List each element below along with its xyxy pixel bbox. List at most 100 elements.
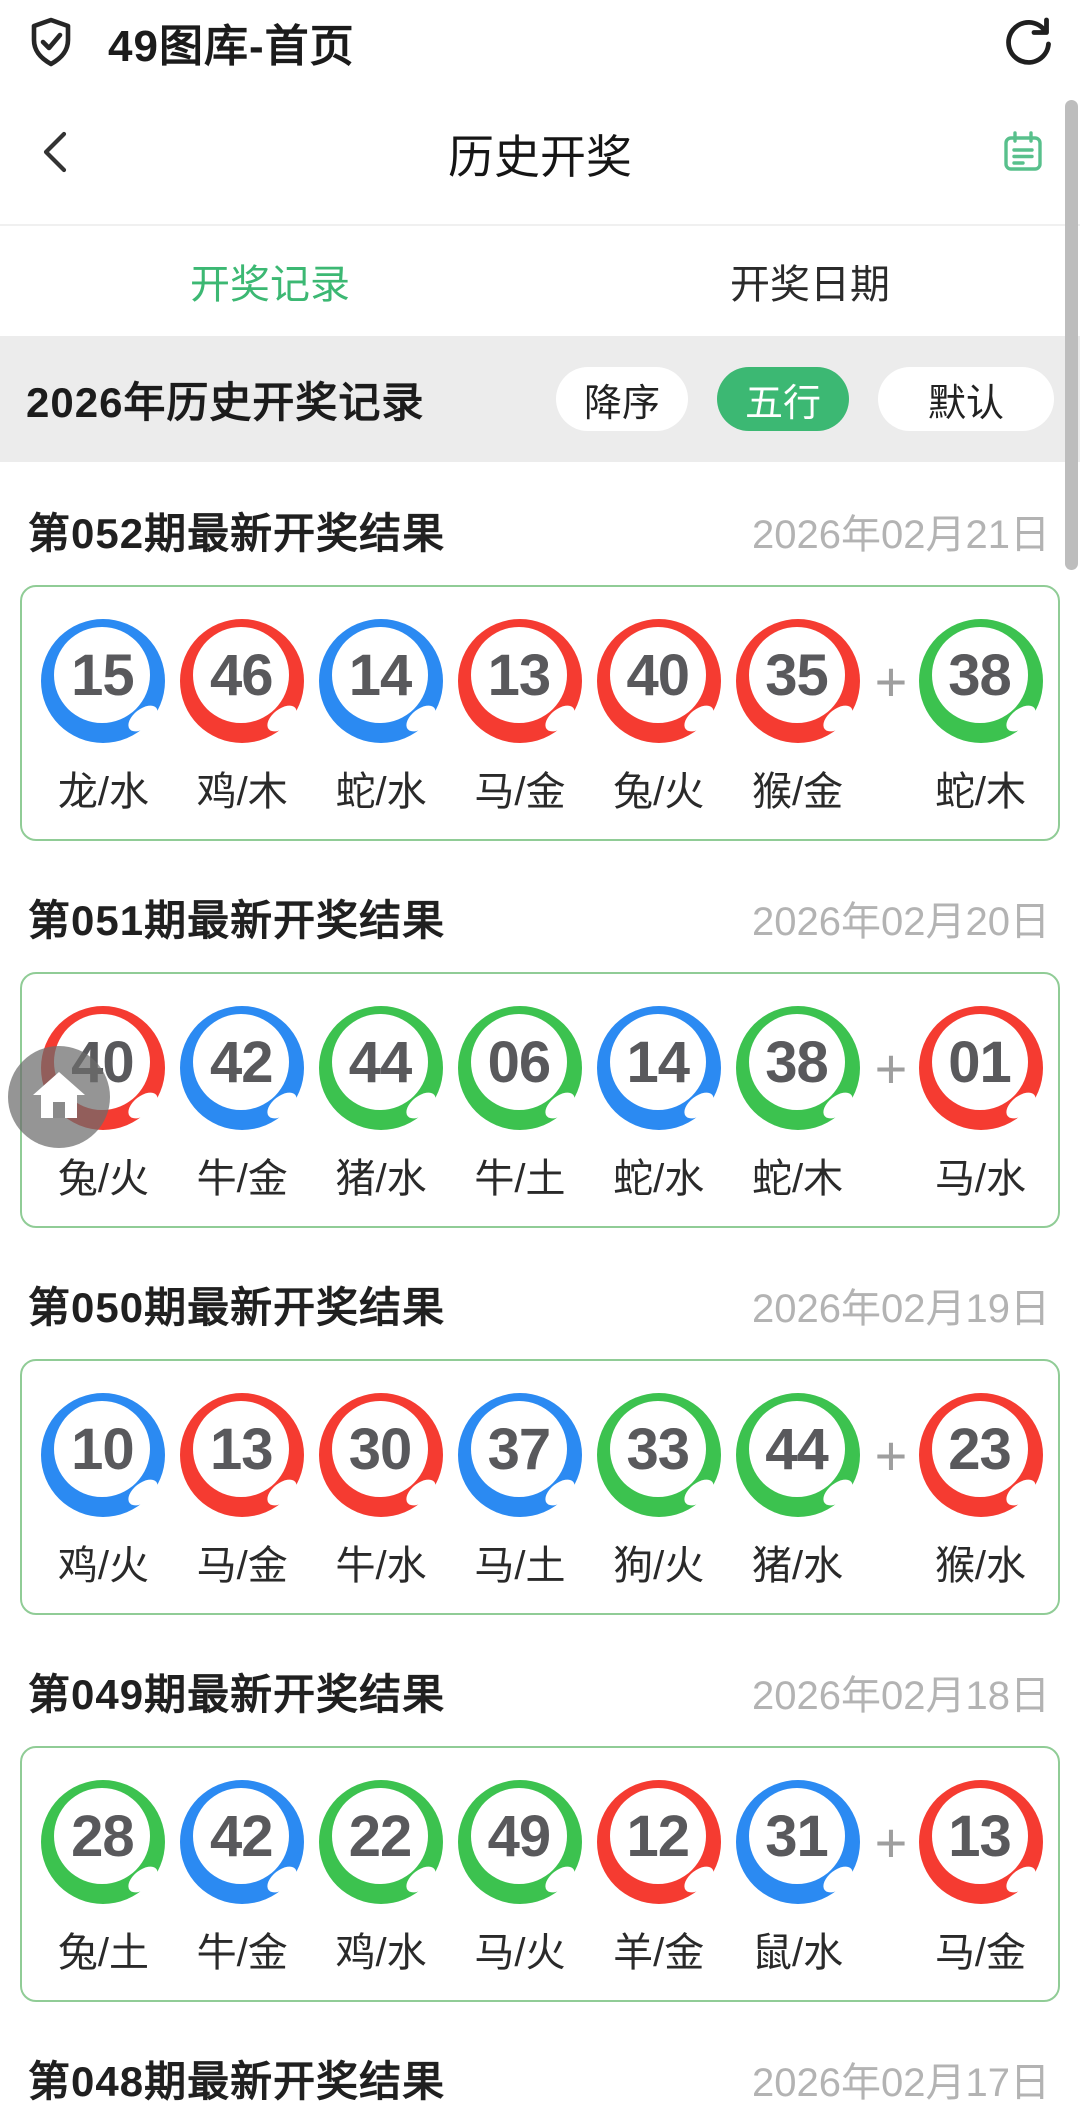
ball-inner: 49 — [470, 1788, 567, 1884]
draw-result-section: 第049期最新开奖结果 2026年02月18日 28 兔/土 42 牛/金 22 — [20, 1661, 1060, 2002]
page-header: 历史开奖 — [0, 84, 1080, 224]
ball-inner: 13 — [470, 627, 567, 723]
ball-inner: 35 — [748, 627, 845, 723]
ball-number: 14 — [626, 1029, 690, 1095]
calendar-notes-icon[interactable] — [1000, 129, 1046, 180]
tab-draw-records[interactable]: 开奖记录 — [190, 263, 350, 307]
draw-date: 2026年02月19日 — [752, 1287, 1050, 1331]
ball-number: 37 — [487, 1416, 552, 1482]
lottery-ball: 31 鼠/水 — [728, 1780, 867, 1975]
ball-number: 28 — [71, 1803, 135, 1869]
ball-circle: 42 — [180, 1006, 305, 1130]
ball-number: 10 — [71, 1416, 135, 1482]
default-sort-button[interactable]: 默认 — [878, 367, 1054, 431]
ball-inner: 30 — [332, 1401, 429, 1497]
ball-zodiac-element-label: 鸡/木 — [196, 770, 288, 814]
ball-inner: 40 — [609, 627, 706, 723]
ball-circle: 46 — [180, 619, 305, 743]
ball-zodiac-element-label: 猪/水 — [751, 1544, 844, 1588]
draw-date: 2026年02月21日 — [752, 513, 1050, 557]
browser-topbar: 49图库-首页 — [0, 0, 1080, 84]
ball-inner: 13 — [931, 1788, 1028, 1884]
ball-circle: 23 — [918, 1393, 1043, 1517]
plus-sign: + — [874, 1423, 908, 1487]
lottery-ball: 23 猴/水 — [915, 1393, 1046, 1588]
ball-number: 42 — [209, 1803, 274, 1869]
ball-circle: 49 — [457, 1780, 582, 1904]
ball-zodiac-element-label: 牛/金 — [196, 1157, 288, 1201]
scrollbar-thumb[interactable] — [1065, 100, 1078, 570]
ball-number: 13 — [487, 642, 552, 708]
lottery-ball: 42 牛/金 — [173, 1780, 312, 1975]
lottery-ball: 33 狗/火 — [589, 1393, 728, 1588]
ball-zodiac-element-label: 蛇/水 — [335, 770, 427, 814]
ball-zodiac-element-label: 鸡/火 — [57, 1544, 149, 1588]
ball-circle: 12 — [596, 1780, 721, 1904]
lottery-ball: 22 鸡/水 — [312, 1780, 451, 1975]
ball-inner: 42 — [193, 1788, 290, 1884]
ball-zodiac-element-label: 兔/火 — [57, 1157, 149, 1201]
draw-result-section: 第051期最新开奖结果 2026年02月20日 40 兔/火 42 牛/金 44 — [20, 887, 1060, 1228]
ball-circle: 15 — [41, 619, 166, 743]
ball-circle: 06 — [457, 1006, 582, 1130]
ball-circle: 10 — [41, 1393, 166, 1517]
draw-result-section: 第052期最新开奖结果 2026年02月21日 15 龙/水 46 鸡/木 14 — [20, 500, 1060, 841]
filter-bar: 2026年历史开奖记录 降序 五行 默认 — [0, 336, 1080, 462]
page-title: 历史开奖 — [448, 131, 632, 183]
ball-number: 31 — [765, 1803, 829, 1869]
ball-inner: 13 — [193, 1401, 290, 1497]
draw-head: 第050期最新开奖结果 2026年02月19日 — [20, 1274, 1060, 1335]
ball-number: 49 — [487, 1803, 552, 1869]
lottery-ball: 42 牛/金 — [173, 1006, 312, 1201]
ball-inner: 44 — [748, 1401, 845, 1497]
ball-circle: 30 — [319, 1393, 444, 1517]
ball-number: 42 — [209, 1029, 274, 1095]
ball-number: 44 — [765, 1416, 829, 1482]
refresh-icon[interactable] — [1002, 16, 1054, 68]
ball-zodiac-element-label: 蛇/木 — [751, 1157, 844, 1201]
ball-inner: 38 — [931, 627, 1028, 723]
back-chevron-icon[interactable] — [34, 126, 78, 183]
ball-inner: 46 — [193, 627, 290, 723]
lottery-ball: 38 蛇/木 — [728, 1006, 867, 1201]
ball-zodiac-element-label: 猪/水 — [335, 1157, 427, 1201]
ball-number: 38 — [765, 1029, 829, 1095]
home-fab-button[interactable] — [8, 1046, 110, 1148]
lottery-ball: 30 牛/水 — [312, 1393, 451, 1588]
draw-date: 2026年02月20日 — [752, 900, 1050, 944]
ball-zodiac-element-label: 牛/土 — [474, 1157, 566, 1201]
draw-result-section: 第050期最新开奖结果 2026年02月19日 10 鸡/火 13 马/金 30 — [20, 1274, 1060, 1615]
ball-circle: 35 — [735, 619, 860, 743]
ball-number: 12 — [626, 1803, 690, 1869]
shield-check-icon — [26, 16, 76, 68]
ball-zodiac-element-label: 鼠/水 — [751, 1931, 844, 1975]
draw-head: 第052期最新开奖结果 2026年02月21日 — [20, 500, 1060, 561]
ball-circle: 22 — [319, 1780, 444, 1904]
plus-sign: + — [874, 649, 908, 713]
lottery-ball: 40 兔/火 — [589, 619, 728, 814]
balls-row: 15 龙/水 46 鸡/木 14 蛇/水 13 马/金 — [34, 619, 1046, 814]
draw-issue-title: 第051期最新开奖结果 — [28, 897, 446, 944]
balls-row: 28 兔/土 42 牛/金 22 鸡/水 49 马/火 — [34, 1780, 1046, 1975]
balls-row: 40 兔/火 42 牛/金 44 猪/水 06 牛/土 — [34, 1006, 1046, 1201]
ball-inner: 06 — [470, 1014, 567, 1110]
plus-sign: + — [874, 1810, 908, 1874]
ball-zodiac-element-label: 蛇/木 — [934, 770, 1027, 814]
draw-head: 第051期最新开奖结果 2026年02月20日 — [20, 887, 1060, 948]
ball-inner: 42 — [193, 1014, 290, 1110]
ball-circle: 33 — [596, 1393, 721, 1517]
draw-date: 2026年02月18日 — [752, 1674, 1050, 1718]
ball-zodiac-element-label: 马/水 — [934, 1157, 1027, 1201]
sort-desc-button[interactable]: 降序 — [555, 367, 688, 431]
five-elements-button[interactable]: 五行 — [716, 367, 849, 431]
tab-draw-dates[interactable]: 开奖日期 — [730, 263, 890, 307]
ball-number: 13 — [948, 1803, 1012, 1869]
ball-zodiac-element-label: 兔/火 — [613, 770, 705, 814]
lottery-ball: 49 马/火 — [450, 1780, 589, 1975]
ball-number: 44 — [348, 1029, 413, 1095]
lottery-ball: 46 鸡/木 — [173, 619, 312, 814]
ball-number: 46 — [209, 642, 274, 708]
draw-issue-title: 第048期最新开奖结果 — [28, 2058, 446, 2105]
ball-zodiac-element-label: 狗/火 — [613, 1544, 705, 1588]
